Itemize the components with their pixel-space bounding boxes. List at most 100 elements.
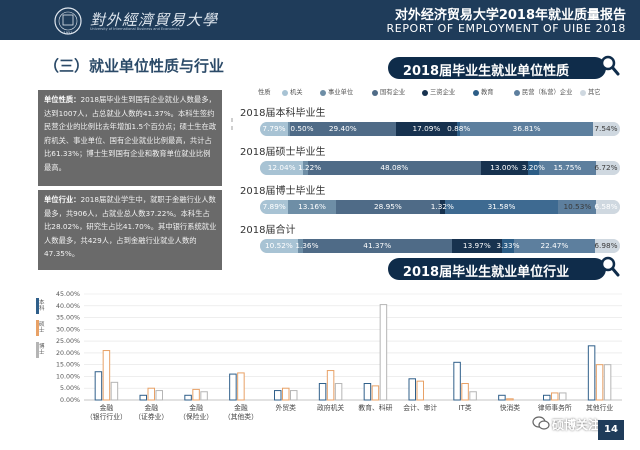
- stacked-segment: [297, 239, 303, 253]
- textbox-body: 2018届毕业生到国有企业就业人数最多，达到1007人，占总就业人数的41.37…: [44, 95, 217, 172]
- stacked-segment: [451, 239, 502, 253]
- stacked-segment: [288, 122, 290, 136]
- stacked-segment-label: 3.20%: [521, 163, 545, 172]
- unit-nature-textbox: 单位性质：2018届毕业生到国有企业就业人数最多，达到1007人，占总就业人数的…: [38, 90, 222, 186]
- y-tick-label: 35.00%: [56, 315, 80, 322]
- watermark: 硕博关注: [530, 410, 640, 436]
- legend-title: 性质: [258, 89, 271, 96]
- side-legend-swatch: [36, 298, 39, 314]
- stacked-segment: [513, 239, 595, 253]
- y-tick-label: 40.00%: [56, 303, 80, 310]
- industry-bar: [155, 390, 163, 401]
- industry-bar: [110, 381, 119, 401]
- x-tick-label: （保险业）: [179, 412, 213, 421]
- logo-english-name: University of International Business and…: [90, 27, 180, 31]
- stacked-segment: [444, 200, 559, 214]
- logo-chinese-name: 對外經濟貿易大學: [90, 11, 219, 29]
- industry-bar: [559, 392, 567, 401]
- stacked-row-label: 2018届合计: [240, 225, 296, 236]
- industry-bar: [416, 380, 424, 401]
- side-legend-swatch: [36, 320, 39, 336]
- university-emblem-icon: 1951: [54, 7, 82, 35]
- x-tick-label: （其他类）: [224, 412, 258, 421]
- stacked-segment-label: 15.75%: [553, 163, 582, 172]
- stacked-segment-label: 6.98%: [594, 241, 618, 250]
- stacked-segment: [288, 200, 336, 214]
- stacked-segment: [395, 122, 458, 136]
- x-tick-label: 律师事务所: [538, 403, 572, 412]
- industry-bar: [192, 388, 200, 401]
- stacked-bar: 7.89% 13.16% 28.95% 1.32% 31.58% 10.53% 6.58%: [260, 200, 620, 214]
- stacked-segment-label: 1.22%: [298, 163, 322, 172]
- x-tick-label: 会计、审计: [403, 403, 437, 412]
- industry-bar: [551, 392, 559, 401]
- legend-swatch: [282, 90, 288, 96]
- banner-title: 2018届毕业生就业单位行业: [402, 265, 570, 280]
- x-tick-label: 政府机关: [317, 403, 344, 412]
- stacked-segment: [260, 200, 289, 214]
- side-legend-label: 硕士: [39, 322, 45, 334]
- industry-bar: [334, 383, 343, 401]
- logo-year: 1951: [64, 31, 73, 35]
- stacked-segment-label: 1.36%: [295, 241, 319, 250]
- unit-industry-textbox: 单位行业：2018届就业学生中，就职于金融行业人数最多，共906人，占就业总人数…: [38, 190, 222, 270]
- industry-bar: [371, 385, 380, 401]
- stacked-row-label: 2018届硕士毕业生: [240, 147, 326, 158]
- stacked-segment: [527, 161, 540, 175]
- stacked-segment: [302, 239, 452, 253]
- stacked-segment: [303, 161, 308, 175]
- industry-bar: [282, 387, 290, 401]
- industry-bar: [139, 394, 147, 401]
- stacked-segment: [439, 200, 445, 214]
- stacked-segment: [594, 239, 620, 253]
- stacked-segment: [501, 239, 514, 253]
- y-tick-label: 0.00%: [60, 397, 80, 404]
- y-tick-label: 45.00%: [56, 291, 80, 298]
- x-tick-label: （证券业）: [134, 412, 168, 421]
- report-subtitle: REPORT OF EMPLOYMENT OF UIBE 2018: [386, 22, 626, 35]
- unit-industry-banner: 2018届毕业生就业单位行业: [388, 258, 606, 280]
- industry-bar: [453, 361, 461, 401]
- legend-label: 三资企业: [430, 89, 456, 96]
- stacked-segment-label: 7.54%: [594, 124, 618, 133]
- industry-bar: [237, 372, 245, 401]
- stacked-segment-label: 3.33%: [496, 241, 520, 250]
- industry-bar: [469, 391, 477, 401]
- stacked-segment: [558, 200, 597, 214]
- industry-bar: [379, 304, 388, 401]
- industry-bar: [543, 394, 551, 401]
- stacked-segment-label: 48.08%: [380, 163, 409, 172]
- divider-dot: [231, 126, 233, 130]
- legend-label: 民营（私营）企业: [522, 89, 573, 96]
- industry-bar: [200, 391, 208, 401]
- stacked-segment-label: 28.95%: [373, 202, 402, 211]
- industry-bar: [274, 390, 282, 401]
- side-legend-label: 本科: [39, 300, 45, 312]
- stacked-segment-label: 6.58%: [594, 202, 618, 211]
- stacked-segment: [592, 122, 620, 136]
- x-tick-label: IT类: [459, 403, 472, 412]
- y-tick-label: 30.00%: [56, 326, 80, 333]
- magnifier-icon: [600, 256, 620, 277]
- stacked-segment-label: 10.52%: [265, 241, 293, 250]
- x-tick-label: 快消类: [500, 403, 521, 412]
- industry-bar: [587, 345, 596, 401]
- stacked-segment: [595, 161, 620, 175]
- x-tick-label: 金融: [144, 403, 158, 412]
- stacked-row-label: 2018届本科毕业生: [240, 108, 326, 119]
- stacked-segment: [457, 122, 461, 136]
- unit-nature-legend: 性质 机关 事业单位 国有企业 三资企业 教育 民营（私营）企业 其它: [258, 86, 618, 100]
- stacked-segment-label: 13.16%: [298, 202, 326, 211]
- x-tick-label: 金融: [100, 403, 114, 412]
- stacked-segment: [260, 239, 298, 253]
- stacked-segment-label: 41.37%: [363, 241, 392, 250]
- industry-bar: [102, 350, 111, 401]
- stacked-segment-label: 22.47%: [540, 241, 569, 250]
- stacked-segment-label: 0.88%: [447, 124, 471, 133]
- stacked-segment-label: 17.09%: [412, 124, 441, 133]
- x-tick-label: 其他行业: [586, 403, 613, 412]
- stacked-segment-label: 12.04%: [267, 163, 296, 172]
- legend-label: 事业单位: [328, 89, 354, 96]
- stacked-segment: [480, 161, 528, 175]
- university-logo: 1951 對外經濟貿易大學 University of Internationa…: [48, 5, 217, 37]
